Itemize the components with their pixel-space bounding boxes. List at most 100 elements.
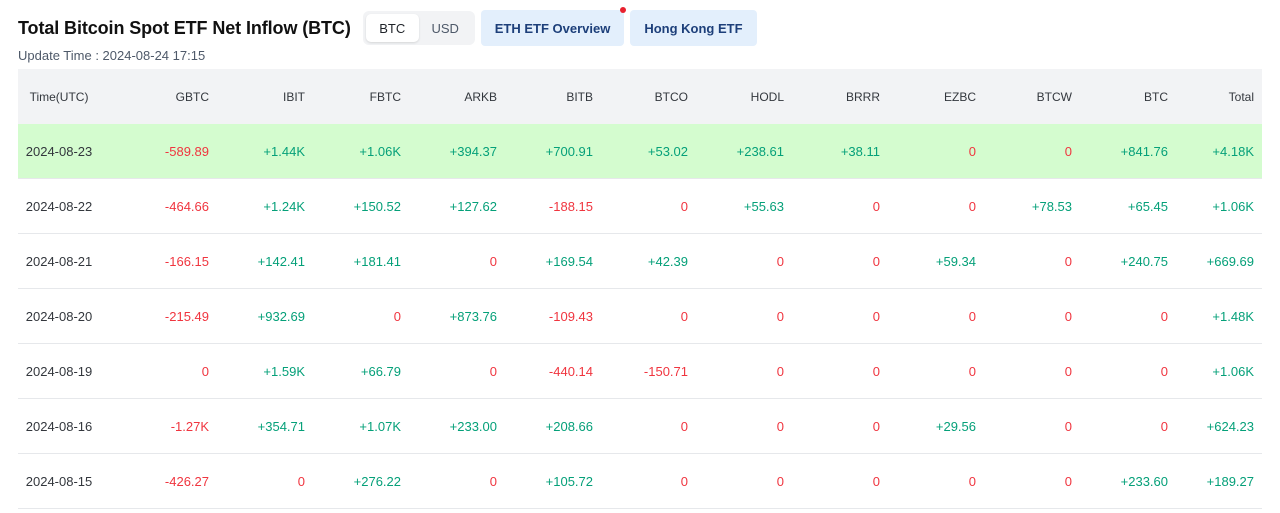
table-cell-arkb: +127.62 [449, 198, 497, 214]
column-header-btcw[interactable]: BTCW [1036, 89, 1072, 104]
column-header-brrr[interactable]: BRRR [845, 89, 880, 104]
table-cell-brrr: 0 [872, 308, 880, 324]
table-cell-gbtc: -589.89 [164, 143, 209, 159]
column-header-btc[interactable]: BTC [1144, 89, 1168, 104]
table-row: 2024-08-21 -166.15 +142.41 +181.41 0 +169.54 +… [18, 234, 1262, 289]
table-cell-btc: +65.45 [1127, 198, 1168, 214]
unit-btc-button[interactable]: BTC [365, 14, 419, 42]
table-row: 2024-08-19 0 +1.59K +66.79 0 -440.14 -150.71 0 0… [18, 344, 1262, 399]
table-row: 2024-08-16 -1.27K +354.71 +1.07K +233.00 +208… [18, 399, 1262, 454]
column-header-total[interactable]: Total [1228, 89, 1254, 104]
table-cell-btc: +233.60 [1120, 473, 1168, 489]
table-cell-brrr: 0 [872, 198, 880, 214]
table-cell-btc: 0 [1160, 418, 1168, 434]
table-cell-bitb: +208.66 [545, 418, 593, 434]
column-header-hodl[interactable]: HODL [750, 89, 784, 104]
table-cell-total: +1.06K [1212, 363, 1254, 379]
table-cell-btcw: 0 [1064, 143, 1072, 159]
table-cell-btc: 0 [1160, 308, 1168, 324]
column-header-time-utc[interactable]: Time(UTC) [29, 89, 89, 104]
table-cell-btco: +42.39 [647, 253, 688, 269]
unit-usd-button[interactable]: USD [431, 20, 459, 36]
table-cell-fbtc: +276.22 [353, 473, 401, 489]
table-cell-bitb: -440.14 [548, 363, 593, 379]
table-cell-ezbc: 0 [968, 308, 976, 324]
table-cell-bitb: -109.43 [548, 308, 593, 324]
column-header-ezbc[interactable]: EZBC [943, 89, 976, 104]
table-cell-ibit: +932.69 [257, 308, 305, 324]
table-cell-date: 2024-08-15 [25, 473, 93, 489]
table-cell-gbtc: -215.49 [164, 308, 209, 324]
table-cell-btco: 0 [680, 418, 688, 434]
table-cell-btco: +53.02 [647, 143, 688, 159]
table-cell-hodl: 0 [776, 308, 784, 324]
table-cell-btcw: 0 [1064, 363, 1072, 379]
table-cell-total: +624.23 [1206, 418, 1254, 434]
column-header-bitb[interactable]: BITB [566, 89, 593, 104]
table-cell-ezbc: 0 [968, 473, 976, 489]
table-cell-bitb: +700.91 [545, 143, 593, 159]
table-cell-date: 2024-08-23 [25, 143, 93, 159]
table-cell-ezbc: 0 [968, 198, 976, 214]
table-cell-fbtc: +1.07K [359, 418, 401, 434]
table-cell-btco: 0 [680, 198, 688, 214]
column-header-gbtc[interactable]: GBTC [175, 89, 209, 104]
table-cell-ibit: +1.59K [263, 363, 305, 379]
table-cell-hodl: 0 [776, 473, 784, 489]
table-cell-total: +669.69 [1206, 253, 1254, 269]
table-cell-arkb: +873.76 [449, 308, 497, 324]
table-cell-ibit: +1.44K [263, 143, 305, 159]
table-cell-arkb: 0 [489, 253, 497, 269]
table-cell-hodl: 0 [776, 253, 784, 269]
table-cell-gbtc: -464.66 [164, 198, 209, 214]
column-header-btco[interactable]: BTCO [654, 89, 688, 104]
table-cell-btc: 0 [1160, 363, 1168, 379]
table-row: 2024-08-15 -426.27 0 +276.22 0 +105.72 0 0 0 0 0 +2… [18, 454, 1262, 509]
table-cell-total: +1.48K [1212, 308, 1254, 324]
table-row: 2024-08-20 -215.49 +932.69 0 +873.76 -109.43 0… [18, 289, 1262, 344]
table-cell-date: 2024-08-19 [25, 363, 93, 379]
table-cell-arkb: +233.00 [449, 418, 497, 434]
table-cell-fbtc: 0 [393, 308, 401, 324]
table-cell-btc: +240.75 [1120, 253, 1168, 269]
table-cell-fbtc: +181.41 [353, 253, 401, 269]
table-cell-ezbc: +29.56 [935, 418, 976, 434]
table-row: 2024-08-22 -464.66 +1.24K +150.52 +127.62 -18… [18, 179, 1262, 234]
table-cell-ibit: 0 [297, 473, 305, 489]
table-cell-brrr: 0 [872, 418, 880, 434]
table-cell-gbtc: -1.27K [170, 418, 209, 434]
table-cell-hodl: 0 [776, 418, 784, 434]
table-cell-brrr: 0 [872, 473, 880, 489]
hong-kong-etf-label: Hong Kong ETF [644, 20, 743, 36]
column-header-arkb[interactable]: ARKB [464, 89, 497, 104]
table-cell-arkb: 0 [489, 363, 497, 379]
table-cell-hodl: 0 [776, 363, 784, 379]
table-cell-brrr: 0 [872, 253, 880, 269]
table-cell-hodl: +238.61 [736, 143, 784, 159]
table-cell-ezbc: 0 [968, 363, 976, 379]
unit-toggle: BTC USD [362, 11, 475, 45]
table-cell-brrr: 0 [872, 363, 880, 379]
column-header-ibit[interactable]: IBIT [282, 89, 305, 104]
header: Total Bitcoin Spot ETF Net Inflow (BTC) … [18, 7, 757, 46]
table-cell-btco: -150.71 [643, 363, 688, 379]
table-cell-btcw: 0 [1064, 308, 1072, 324]
eth-etf-overview-button[interactable]: ETH ETF Overview [480, 7, 627, 46]
table-row: 2024-08-23 -589.89 +1.44K +1.06K +394.37 +700… [18, 124, 1262, 179]
table-cell-arkb: 0 [489, 473, 497, 489]
hong-kong-etf-button[interactable]: Hong Kong ETF [630, 10, 757, 46]
table-header-row: Time(UTC) GBTC IBIT FBTC ARKB BITB BTCO HODL BRR… [18, 69, 1262, 124]
table-cell-total: +1.06K [1212, 198, 1254, 214]
table-cell-ezbc: +59.34 [935, 253, 976, 269]
table-cell-fbtc: +1.06K [359, 143, 401, 159]
table-cell-date: 2024-08-16 [25, 418, 93, 434]
column-header-fbtc[interactable]: FBTC [369, 89, 401, 104]
table-cell-bitb: +169.54 [545, 253, 593, 269]
table-cell-btc: +841.76 [1120, 143, 1168, 159]
table-cell-ibit: +1.24K [263, 198, 305, 214]
table-cell-btcw: 0 [1064, 473, 1072, 489]
table-cell-arkb: +394.37 [449, 143, 497, 159]
table-cell-btcw: +78.53 [1031, 198, 1072, 214]
table-cell-btcw: 0 [1064, 418, 1072, 434]
table-cell-btcw: 0 [1064, 253, 1072, 269]
